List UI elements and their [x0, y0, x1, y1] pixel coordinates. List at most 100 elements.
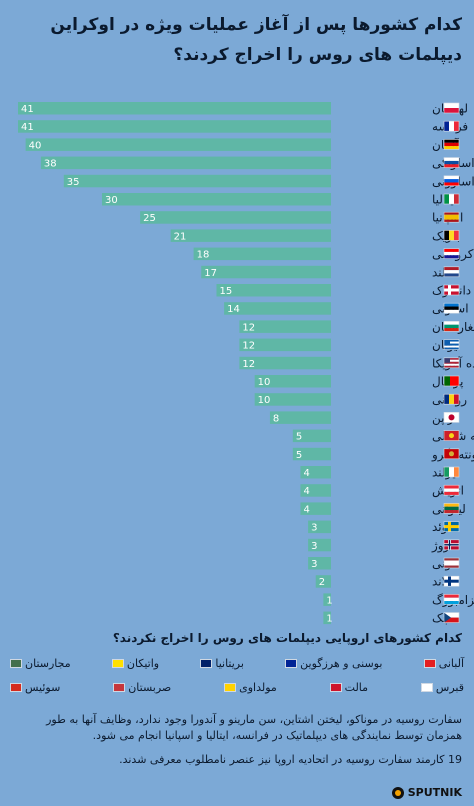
- flag-border: [443, 503, 460, 514]
- flag-stripe: [444, 612, 459, 618]
- flag-icon: [443, 539, 460, 551]
- sputnik-logo: SPUTNIK: [391, 786, 462, 799]
- legend-row-1: آلبانی بوسنی و هرزگوین بریتانیا واتیکان مجار…: [10, 654, 464, 672]
- flag-border: [443, 466, 460, 478]
- flag-icon: [443, 393, 460, 405]
- flag-stripe: [444, 214, 459, 220]
- flag-stripe: [444, 363, 459, 366]
- flag-stripe: [444, 394, 449, 405]
- flag-border: [443, 339, 460, 350]
- legend-row-2: قبرس مالت مولداوی صربستان سوئیس: [10, 678, 464, 696]
- bar-value-label: 21: [174, 231, 187, 242]
- flag-stripe: [444, 219, 459, 223]
- flag-stripe: [444, 341, 459, 344]
- legend-label: مالت: [344, 680, 369, 694]
- flag-stripe: [444, 565, 459, 568]
- bar-11: [216, 284, 331, 297]
- flag-icon: [443, 284, 460, 296]
- bar-14: [239, 338, 331, 352]
- flag-cross: [444, 525, 459, 529]
- flag-stripe: [449, 121, 454, 132]
- flag-stripe: [454, 121, 459, 132]
- flag-stripe: [449, 230, 454, 241]
- flag-stripe: [444, 270, 459, 274]
- flag-triangle: [444, 612, 451, 623]
- bar-19: [292, 429, 331, 443]
- bar-26: [308, 557, 331, 570]
- legend-label: مجارستان: [25, 656, 71, 670]
- legend-label: صربستان: [128, 680, 172, 694]
- legend-label: بوسنی و هرزگوین: [300, 656, 383, 670]
- flag-icon: [420, 682, 433, 692]
- bar-value-label: 25: [143, 213, 156, 224]
- flag-icon: [443, 102, 460, 114]
- flag-icon: [10, 658, 23, 668]
- legend-item: بریتانیا: [200, 657, 244, 670]
- flag-stripe: [444, 306, 459, 310]
- flag-stripe: [444, 303, 459, 307]
- flag-cross: [444, 579, 459, 583]
- flag-stripe: [444, 359, 459, 362]
- flag-border: [443, 302, 460, 314]
- flag-stripe: [444, 175, 459, 180]
- flag-stripe: [444, 146, 459, 150]
- flag-icon: [113, 682, 126, 692]
- bar-16: [254, 375, 331, 388]
- flag-icon: [443, 248, 460, 259]
- flag-icon: [443, 466, 460, 478]
- bar-4: [40, 156, 332, 170]
- flag-border: [443, 102, 460, 114]
- flag-stripe: [444, 365, 459, 368]
- flag-icon: [443, 230, 460, 241]
- flag-icon: [443, 375, 460, 387]
- flag-stripe: [444, 164, 459, 168]
- flag-icon: [443, 266, 460, 278]
- flag-emblem: [449, 433, 454, 439]
- flag-icon: [443, 211, 460, 223]
- flag-border: [443, 193, 460, 205]
- flag-stripe: [444, 617, 459, 623]
- bar-12: [224, 302, 331, 315]
- flag-stripe: [444, 230, 449, 241]
- bar-21: [300, 466, 331, 479]
- flag-stripe: [444, 321, 459, 325]
- legend-title: کدام کشورهای اروپایی دیپلمات های روس را …: [112, 631, 462, 645]
- flag-stripe: [450, 376, 459, 386]
- flag-stripe: [444, 506, 459, 511]
- flag-stripe: [444, 194, 449, 204]
- flag-stripe: [444, 273, 459, 277]
- flag-icon: [443, 321, 460, 332]
- flag-border: [443, 557, 460, 569]
- bar-17: [254, 393, 331, 406]
- flag-stripe: [444, 212, 459, 215]
- flag-icon: [443, 503, 460, 514]
- bar-value-label: 14: [227, 304, 240, 315]
- bar-value-label: 12: [242, 359, 255, 370]
- bar-value-label: 4: [303, 504, 309, 515]
- bar-8: [170, 229, 331, 242]
- bar-value-label: 41: [21, 122, 34, 133]
- flag-stripe: [444, 491, 459, 496]
- bar-20: [292, 447, 331, 461]
- flag-icon: [285, 658, 298, 668]
- flag-icon: [443, 412, 460, 423]
- bar-value-label: 18: [197, 250, 210, 261]
- flag-stripe: [454, 230, 459, 241]
- legend-label: سوئیس: [25, 680, 61, 694]
- flag-border: [443, 157, 460, 168]
- flag-icon: [443, 484, 460, 496]
- bar-value-label: 38: [44, 159, 57, 170]
- flag-border: [443, 539, 460, 551]
- bar-value-label: 35: [67, 177, 80, 188]
- flag-stripe: [444, 103, 459, 108]
- flag-icon: [423, 658, 436, 668]
- flag-border: [443, 575, 460, 587]
- flag-icon: [111, 658, 124, 668]
- flag-stripe: [444, 485, 459, 489]
- legend-item: صربستان: [113, 681, 171, 694]
- flag-stripe: [454, 194, 459, 204]
- flag-border: [443, 284, 460, 296]
- flag-stripe: [444, 251, 459, 256]
- bar-24: [308, 520, 331, 534]
- bar-value-label: 2: [319, 577, 325, 588]
